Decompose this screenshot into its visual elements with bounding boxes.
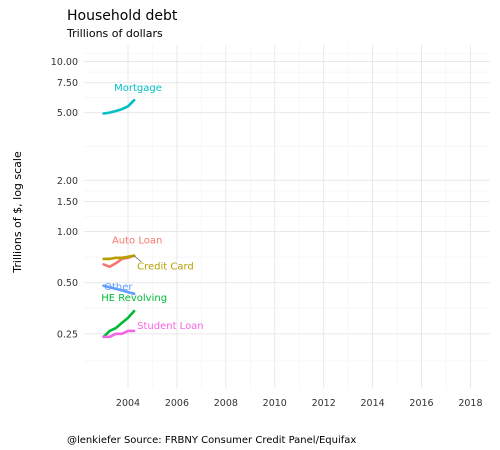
grid-layer <box>84 45 490 388</box>
series-label-auto-loan: Auto Loan <box>112 236 162 247</box>
x-tick-label: 2008 <box>214 398 238 409</box>
series-line-other <box>102 284 136 296</box>
x-tick-label: 2014 <box>361 398 385 409</box>
y-tick-label: 10.00 <box>51 57 78 68</box>
x-tick-label: 2004 <box>116 398 140 409</box>
series-label-other: Other <box>104 282 133 293</box>
series-label-student-loan: Student Loan <box>137 321 204 332</box>
series-label-he-revolving: HE Revolving <box>101 293 167 304</box>
y-tick-label: 7.50 <box>57 78 78 89</box>
y-axis-label: Trillions of $, log scale <box>11 151 24 274</box>
y-tick-label: 0.50 <box>57 278 78 289</box>
x-tick-label: 2010 <box>263 398 287 409</box>
y-tick-label: 2.00 <box>57 176 78 187</box>
tick-layer: 2004 2006 2008 2010 2012 2014 2016 2018 0.25 0.50… <box>51 57 483 409</box>
series-leader-credit-card <box>133 255 142 262</box>
series-layer <box>102 98 136 339</box>
y-tick-label: 5.00 <box>57 108 78 119</box>
y-tick-label: 0.25 <box>57 329 78 340</box>
x-tick-label: 2006 <box>165 398 189 409</box>
series-line-credit-card <box>102 254 136 261</box>
chart-caption: @lenkiefer Source: FRBNY Consumer Credit… <box>67 435 356 446</box>
series-line-mortgage <box>102 98 136 115</box>
chart-subtitle: Trillions of dollars <box>66 27 163 40</box>
x-tick-label: 2016 <box>409 398 433 409</box>
y-tick-label: 1.50 <box>57 197 78 208</box>
x-tick-label: 2012 <box>312 398 336 409</box>
series-label-credit-card: Credit Card <box>137 262 194 273</box>
series-label-mortgage: Mortgage <box>114 83 162 94</box>
series-line-student-loan <box>102 329 136 339</box>
chart-title: Household debt <box>67 8 178 24</box>
y-tick-label: 1.00 <box>57 227 78 238</box>
x-tick-label: 2018 <box>458 398 482 409</box>
series-line-he-revolving <box>102 309 136 339</box>
